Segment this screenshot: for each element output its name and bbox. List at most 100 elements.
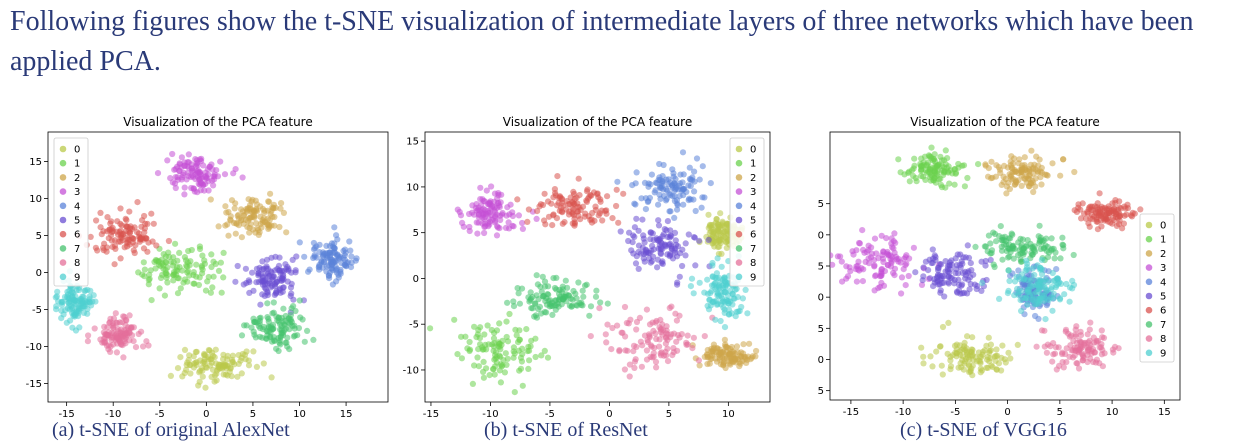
point [721,324,729,331]
point [120,354,127,361]
point [140,259,147,266]
point [244,205,251,212]
point [324,252,331,259]
point [207,289,214,296]
point [937,287,944,294]
point [687,196,694,203]
point [878,265,885,273]
point [713,215,720,223]
point [622,347,629,354]
point [946,180,953,187]
point [596,210,604,217]
point [301,253,308,260]
legend-label: 9 [1160,348,1166,359]
series-4-points [614,149,714,221]
point [222,203,229,210]
point [877,272,884,279]
point [277,205,284,212]
point [712,316,719,323]
point [256,320,263,327]
point [276,223,283,231]
point [838,258,845,265]
legend-label: 6 [750,230,756,241]
point [685,182,692,189]
point [952,255,959,262]
point [575,175,582,182]
point [685,231,692,238]
point [666,208,673,215]
point [559,286,566,293]
legend-marker [1145,264,1153,271]
series-5-points [912,242,994,300]
point [183,366,190,373]
point [84,338,91,345]
point [532,300,539,307]
point [534,208,541,215]
point [538,310,545,317]
point [524,218,531,225]
point [676,312,683,319]
point [650,236,657,244]
point [911,155,918,162]
point [912,174,919,182]
point [1036,237,1043,244]
point [657,250,664,258]
point [983,364,990,371]
point [199,367,206,374]
point [945,273,952,280]
point [682,240,689,247]
point [504,204,511,211]
legend: 0 1 2 3 4 5 6 7 8 9 [729,137,765,287]
point [609,215,616,222]
point [925,267,932,274]
point [967,260,974,267]
point [635,248,642,256]
legend-marker [59,216,67,224]
point [108,237,115,244]
point [480,358,487,365]
legend-marker [735,159,743,167]
point [679,262,686,270]
point [1005,287,1012,294]
point [536,303,543,310]
legend-marker [59,202,67,210]
point [510,223,517,230]
point [613,202,620,210]
point [451,316,458,323]
point [497,346,504,353]
point [978,367,986,374]
point [752,353,759,360]
point [1037,264,1044,272]
point [539,201,547,209]
point [648,258,655,265]
point [1099,334,1106,341]
point [1070,251,1077,259]
point [594,191,601,198]
point [1059,234,1066,241]
point [880,248,887,255]
point [577,206,584,214]
point [108,336,115,344]
point [677,250,684,257]
point [1123,211,1130,218]
point [544,354,552,361]
point [604,321,611,328]
point [666,241,673,248]
point [975,161,982,168]
point [129,235,137,242]
point [889,244,896,251]
point [583,281,590,288]
point [691,188,698,195]
point [669,245,676,252]
point [474,230,481,237]
point [193,273,200,280]
point [893,256,900,263]
x-tick-label: -15 [843,407,859,418]
point [650,353,657,360]
point [690,234,698,241]
x-tick-label: 10 [293,409,306,420]
x-tick-label: 10 [722,409,735,420]
x-tick-label: 0 [606,409,612,420]
point [575,279,582,286]
point [961,183,968,190]
